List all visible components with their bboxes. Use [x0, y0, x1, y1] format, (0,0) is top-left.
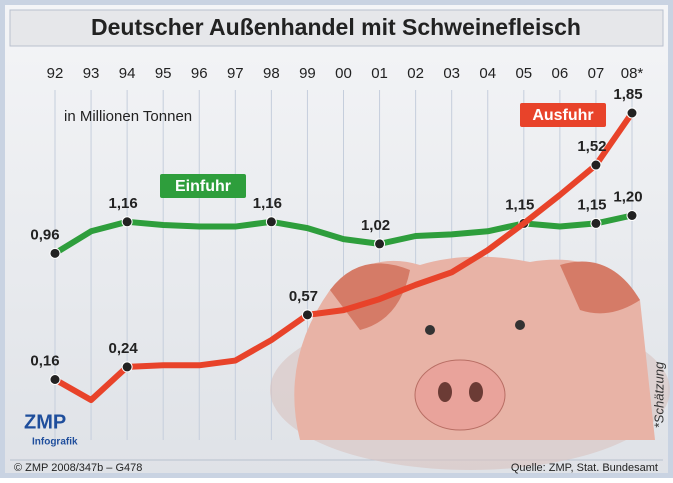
x-tick-label: 96 — [191, 65, 208, 82]
title-bar — [9, 9, 664, 47]
x-tick-label: 92 — [47, 65, 64, 82]
data-point — [590, 159, 602, 171]
chart-title: Deutscher Außenhandel mit Schweinefleisc… — [91, 14, 581, 40]
legend-label: Einfuhr — [175, 178, 231, 195]
data-point — [265, 216, 277, 228]
data-label: 1,52 — [577, 138, 606, 155]
x-tick-label: 94 — [119, 65, 136, 82]
data-label: 1,16 — [253, 195, 282, 212]
x-tick-label: 07 — [588, 65, 605, 82]
data-label: 1,20 — [613, 188, 642, 205]
x-tick-label: 01 — [371, 65, 388, 82]
x-tick-label: 97 — [227, 65, 244, 82]
data-point — [49, 247, 61, 259]
data-label: 1,85 — [613, 86, 642, 103]
x-tick-label: 98 — [263, 65, 280, 82]
data-point — [49, 374, 61, 385]
x-tick-label: 06 — [552, 65, 569, 82]
footnote: *Schätzung — [651, 361, 666, 428]
data-point — [121, 216, 133, 228]
data-label: 0,16 — [30, 352, 59, 369]
logo-sub: Infografik — [32, 437, 78, 448]
x-tick-label: 99 — [299, 65, 316, 82]
x-tick-label: 08* — [621, 65, 644, 82]
x-tick-label: 05 — [515, 65, 532, 82]
data-point — [626, 210, 638, 221]
series-line — [53, 212, 633, 256]
data-label: 0,96 — [30, 226, 59, 243]
data-label: 1,16 — [109, 195, 138, 212]
data-label: 1,15 — [505, 196, 534, 213]
pig — [270, 256, 670, 470]
data-label: 1,15 — [577, 196, 606, 213]
subtitle: in Millionen Tonnen — [64, 108, 192, 125]
x-tick-label: 03 — [443, 65, 460, 82]
data-label: 1,02 — [361, 217, 390, 234]
x-tick-label: 02 — [407, 65, 424, 82]
source: Quelle: ZMP, Stat. Bundesamt — [511, 462, 658, 474]
data-point — [121, 361, 133, 373]
data-point — [590, 217, 602, 229]
data-point — [374, 238, 386, 250]
x-tick-label: 00 — [335, 65, 352, 82]
legend-box — [520, 103, 606, 127]
data-point — [626, 107, 638, 119]
data-point — [301, 309, 313, 321]
logo: ZMP — [24, 411, 66, 433]
data-label: 0,24 — [109, 340, 139, 357]
credit: © ZMP 2008/347b – G478 — [14, 462, 142, 474]
legend-label: Ausfuhr — [532, 107, 593, 124]
legend-box — [160, 174, 246, 198]
x-tick-label: 93 — [83, 65, 100, 82]
data-label: 0,57 — [289, 288, 318, 305]
series-line — [53, 111, 635, 403]
x-tick-label: 95 — [155, 65, 172, 82]
x-tick-label: 04 — [479, 65, 496, 82]
